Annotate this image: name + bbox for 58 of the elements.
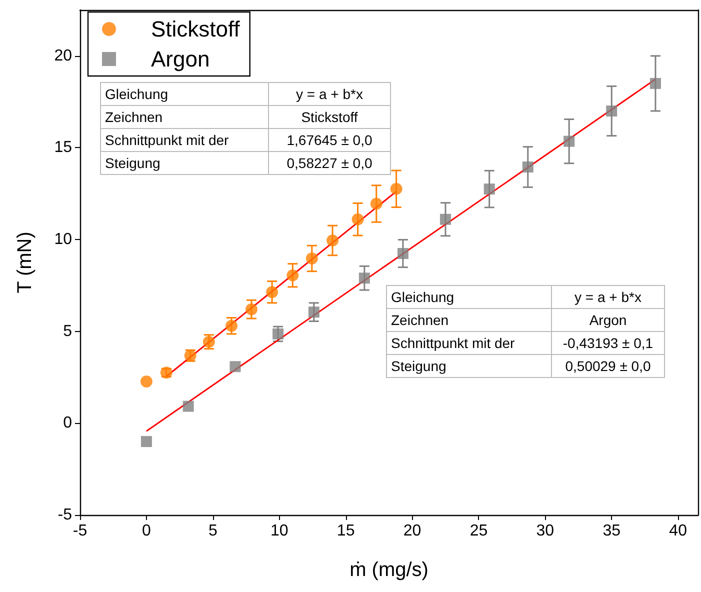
annotation: Argon [552,308,664,332]
point [606,106,618,116]
legend-label: Argon [151,46,210,72]
point [650,78,661,89]
point [564,136,575,147]
point [230,361,241,372]
y-tick-label: -5 [58,506,72,524]
point [484,184,495,195]
x-tick-label: 15 [336,522,355,540]
point [306,252,318,264]
annotation: Steigung [386,354,552,378]
annotation: Gleichung [100,82,268,106]
point [522,162,534,173]
y-tick-label: 5 [63,322,72,340]
point [245,303,258,316]
y-tick-label: 0 [63,414,72,432]
point [358,272,370,284]
point [397,248,408,259]
point [352,213,364,226]
point [140,436,152,448]
annotation: Steigung [100,152,268,174]
x-tick-label: 40 [669,522,688,540]
x-axis-title: ṁ (mg/s) [350,559,428,581]
x-tick-label: 30 [536,522,554,540]
x-tick-label: 35 [602,522,621,540]
annotation: 0,50029 ± 0,0 [552,354,664,378]
point [226,320,238,332]
annotation: 1,67645 ± 0,0 [268,128,390,152]
y-tick-label: 20 [54,47,72,64]
point [266,286,278,298]
x-tick-label: 20 [403,522,422,540]
point [308,306,320,318]
annotation: y = a + b*x [552,286,664,308]
point [440,214,451,225]
x-tick-label: 10 [270,522,288,540]
legend-label: Stickstoff [151,16,241,42]
point [182,400,194,412]
annotation: y = a + b*x [268,82,390,106]
x-tick-label: 0 [142,522,151,540]
x-tick-label: 5 [208,522,218,540]
annotation: Schnittpunkt mit der [386,332,552,354]
point [140,376,152,388]
annotation: Gleichung [386,286,552,308]
y-tick-label: 15 [54,139,72,156]
point [272,328,284,340]
x-tick-label: 25 [470,522,488,540]
annotation: 0,58227 ± 0,0 [268,152,390,174]
point [390,182,402,195]
y-tick-label: 10 [54,231,72,248]
annotation: Stickstoff [268,106,390,128]
annotation: -0,43193 ± 0,1 [552,332,664,354]
annotation: Zeichnen [100,106,268,128]
point [326,234,339,246]
point [286,269,299,282]
annotation: Schnittpunkt mit der [100,128,268,152]
point [370,198,382,210]
y-axis-title: T (mN) [14,232,36,294]
annotation: Zeichnen [386,308,552,332]
